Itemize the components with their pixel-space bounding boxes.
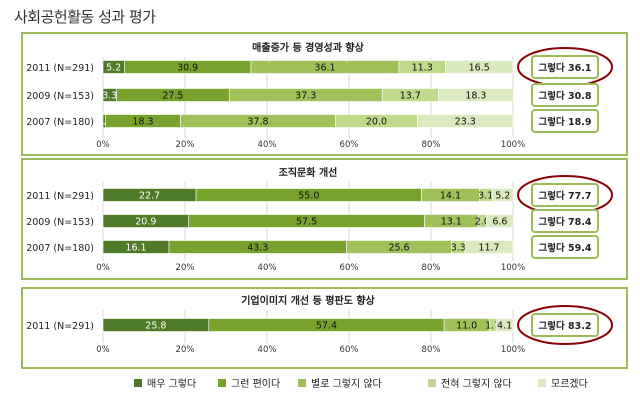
x-tick-label: 80% (422, 345, 441, 355)
data-label: 27.5 (162, 91, 183, 102)
data-label: 57.5 (296, 217, 317, 228)
x-tick-label: 20% (176, 345, 195, 355)
legend-swatch (428, 379, 436, 387)
chart-title: 기업이미지 개선 등 평판도 향상 (241, 294, 375, 307)
bar-segment (491, 188, 514, 202)
bar-segment (445, 60, 514, 74)
data-label: 30.9 (177, 63, 198, 74)
x-tick-label: 60% (340, 345, 359, 355)
legend-label: 그런 편이다 (231, 378, 280, 390)
legend-swatch (218, 379, 226, 387)
x-tick-label: 100% (501, 140, 525, 150)
bar-segment (495, 318, 514, 332)
data-label: 25.6 (388, 243, 409, 254)
data-label: 57.4 (316, 321, 337, 332)
chart-title: 매출증가 등 경영성과 향상 (252, 41, 364, 54)
data-label: 14.1 (440, 191, 461, 202)
summary-value: 그렇다 83.2 (539, 320, 592, 332)
data-label: 13.7 (400, 91, 421, 102)
x-tick-label: 0% (96, 345, 110, 355)
bar-segment (438, 88, 514, 102)
data-label: 1.7 (485, 321, 500, 332)
legend-label: 별로 그렇지 않다 (311, 377, 382, 390)
summary-value: 그렇다 18.9 (539, 116, 592, 128)
bar-segment (464, 240, 514, 254)
x-tick-label: 0% (96, 263, 110, 273)
category-label: 2009 (N=153) (26, 91, 94, 102)
summary-badge (531, 209, 599, 233)
data-label: 36.1 (314, 63, 335, 74)
x-tick-label: 20% (176, 263, 195, 273)
data-label: 18.3 (132, 117, 153, 128)
data-label: 16.5 (469, 63, 490, 74)
category-label: 2007 (N=180) (26, 117, 94, 128)
summary-badge (531, 83, 599, 107)
data-label: 2.0 (475, 217, 490, 228)
legend-swatch (298, 379, 306, 387)
data-label: 37.3 (295, 91, 316, 102)
x-tick-label: 100% (501, 263, 525, 273)
data-label: 43.3 (247, 243, 268, 254)
category-label: 2011 (N=291) (26, 321, 94, 332)
x-tick-label: 40% (258, 263, 277, 273)
category-label: 2011 (N=291) (26, 191, 94, 202)
summary-badge (531, 109, 599, 133)
data-label: 13.1 (441, 217, 462, 228)
data-label: 3.3 (451, 243, 466, 254)
data-label: 6.6 (492, 217, 507, 228)
summary-value: 그렇다 59.4 (539, 242, 592, 254)
data-label: 4.1 (497, 321, 512, 332)
bar-segment (486, 214, 514, 228)
data-label: 23.3 (455, 117, 476, 128)
data-label: 3.3 (102, 91, 117, 102)
summary-badge (531, 183, 599, 207)
x-tick-label: 80% (422, 263, 441, 273)
data-label: 16.1 (125, 243, 146, 254)
data-label: 0.6 (97, 117, 112, 128)
category-label: 2011 (N=291) (26, 63, 94, 74)
page-title: 사회공헌활동 성과 평가 (14, 8, 156, 26)
data-label: 20.0 (366, 117, 387, 128)
x-tick-label: 60% (340, 263, 359, 273)
data-label: 3.1 (478, 191, 493, 202)
legend-label: 전혀 그렇지 않다 (441, 377, 512, 390)
summary-badge (531, 235, 599, 259)
highlight-ellipse (517, 305, 613, 345)
x-tick-label: 0% (96, 140, 110, 150)
data-label: 25.8 (145, 321, 166, 332)
x-tick-label: 100% (501, 345, 525, 355)
x-tick-label: 60% (340, 140, 359, 150)
x-tick-label: 20% (176, 140, 195, 150)
summary-badge (531, 313, 599, 337)
category-label: 2007 (N=180) (26, 243, 94, 254)
legend-label: 모르겠다 (551, 378, 588, 390)
data-label: 11.0 (456, 321, 477, 332)
data-label: 5.2 (106, 63, 121, 74)
x-tick-label: 40% (258, 345, 277, 355)
x-tick-label: 40% (258, 140, 277, 150)
data-label: 37.8 (247, 117, 268, 128)
summary-badge (531, 55, 599, 79)
x-tick-label: 80% (422, 140, 441, 150)
summary-value: 그렇다 36.1 (539, 62, 592, 74)
category-label: 2009 (N=153) (26, 217, 94, 228)
legend-swatch (538, 379, 546, 387)
data-label: 11.7 (478, 243, 499, 254)
legend-label: 매우 그렇다 (147, 377, 196, 390)
data-label: 18.3 (465, 91, 486, 102)
summary-value: 그렇다 77.7 (539, 190, 592, 202)
summary-value: 그렇다 30.8 (539, 90, 592, 102)
summary-value: 그렇다 78.4 (539, 216, 592, 228)
data-label: 5.2 (495, 191, 510, 202)
bar-segment (417, 114, 514, 128)
legend-swatch (134, 379, 142, 387)
data-label: 55.0 (298, 191, 319, 202)
chart-title: 조직문화 개선 (279, 166, 338, 179)
data-label: 22.7 (139, 191, 160, 202)
data-label: 11.3 (412, 63, 433, 74)
data-label: 20.9 (135, 217, 156, 228)
